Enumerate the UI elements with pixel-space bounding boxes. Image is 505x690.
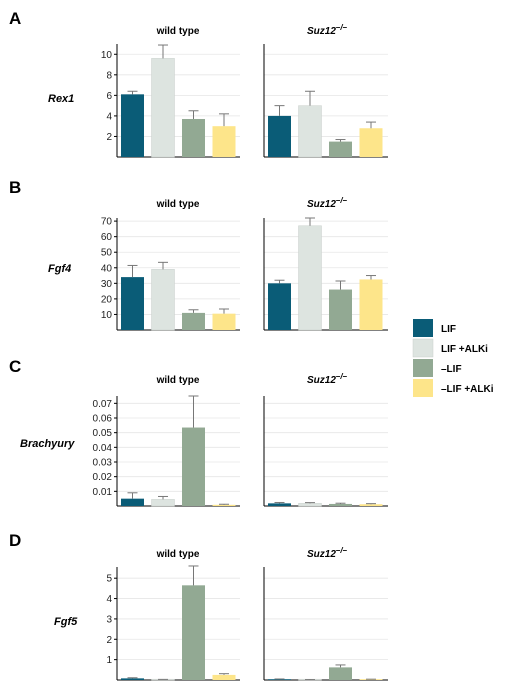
bar-lif-alki xyxy=(359,279,383,330)
bar-lif xyxy=(182,118,205,157)
legend-label-minus-lif-alki: –LIF +ALKi xyxy=(441,384,494,395)
bar-lif xyxy=(329,141,352,157)
bar-lif xyxy=(182,312,205,330)
y-tick-label: 0.01 xyxy=(93,487,113,498)
y-tick-label: 0.05 xyxy=(93,428,113,439)
title-wild-type-c: wild type xyxy=(156,375,200,386)
bar-lif xyxy=(121,498,144,506)
bar-lif-alki xyxy=(359,504,383,506)
bar-lif-alki xyxy=(359,128,383,157)
panel-letter-a: A xyxy=(9,9,21,28)
bar-lif-alki xyxy=(298,503,322,507)
y-tick-label: 70 xyxy=(101,217,113,228)
y-tick-label: 1 xyxy=(106,655,112,666)
bar-lif xyxy=(268,503,291,506)
legend-swatch-lif xyxy=(413,319,433,337)
bar-lif-alki xyxy=(212,313,236,330)
chart-fgf4-wt: 10 20 30 40 50 60 70 xyxy=(101,217,240,331)
bar-lif-alki xyxy=(151,269,175,331)
y-tick-label: 30 xyxy=(101,279,113,290)
y-tick-label: 0.06 xyxy=(93,414,113,425)
y-tick-label: 50 xyxy=(101,248,113,259)
y-tick-label: 60 xyxy=(101,232,113,243)
bar-lif xyxy=(268,679,291,680)
title-wild-type-a: wild type xyxy=(156,26,200,37)
bar-lif-alki xyxy=(298,225,322,331)
bar-lif xyxy=(268,283,291,330)
gene-label-brachyury: Brachyury xyxy=(20,438,75,450)
bar-lif-alki xyxy=(151,58,175,158)
chart-brachyury-suz12 xyxy=(263,396,388,507)
bar-lif xyxy=(182,427,205,506)
y-tick-label: 4 xyxy=(106,111,112,122)
title-suz12-d: Suz12–/– xyxy=(307,546,348,560)
bar-lif-alki xyxy=(212,674,236,680)
chart-fgf5-wt: 1 2 3 4 5 xyxy=(106,565,240,681)
panel-a: A Rex1 wild type Suz12–/– xyxy=(9,9,348,105)
legend-swatch-minus-lif xyxy=(413,359,433,377)
gene-label-fgf5: Fgf5 xyxy=(54,616,78,628)
gene-label-fgf4: Fgf4 xyxy=(48,263,71,275)
chart-fgf4-suz12 xyxy=(263,217,388,331)
panel-letter-d: D xyxy=(9,531,21,550)
y-tick-label: 2 xyxy=(106,132,112,143)
panel-b: B Fgf4 wild type Suz12–/– xyxy=(9,178,348,275)
bar-lif xyxy=(121,678,144,680)
chart-fgf5-suz12 xyxy=(263,567,388,681)
y-tick-label: 3 xyxy=(106,614,112,625)
panel-d: D Fgf5 wild type Suz12–/– xyxy=(9,531,348,628)
chart-brachyury-wt: 0.01 0.02 0.03 0.04 0.05 0.06 0.07 xyxy=(93,395,240,507)
bar-lif xyxy=(329,289,352,330)
title-suz12-a: Suz12–/– xyxy=(307,23,348,37)
y-tick-label: 0.07 xyxy=(93,399,113,410)
legend: LIF LIF +ALKi –LIF –LIF +ALKi xyxy=(412,319,494,397)
bar-lif xyxy=(268,115,291,157)
title-suz12-c: Suz12–/– xyxy=(307,372,348,386)
y-tick-label: 8 xyxy=(106,70,112,81)
bar-lif xyxy=(329,667,352,680)
panel-letter-b: B xyxy=(9,178,21,197)
y-tick-label: 4 xyxy=(106,594,112,605)
y-tick-label: 5 xyxy=(106,574,112,585)
bar-lif-alki xyxy=(212,504,236,506)
y-tick-label: 0.02 xyxy=(93,472,113,483)
bar-lif-alki xyxy=(212,126,236,157)
bar-lif xyxy=(182,585,205,680)
panel-letter-c: C xyxy=(9,357,21,376)
panel-c: C Brachyury wild type Suz12–/– xyxy=(9,357,348,450)
charts: 2 4 6 8 10 10 20 30 40 50 60 70 0.01 0.02 0.03 0.04 0.05… xyxy=(93,44,388,681)
bar-lif xyxy=(329,503,352,506)
legend-swatch-minus-lif-alki xyxy=(413,379,433,397)
y-tick-label: 2 xyxy=(106,635,112,646)
bar-lif-alki xyxy=(298,105,322,158)
title-wild-type-d: wild type xyxy=(156,549,200,560)
y-tick-label: 0.04 xyxy=(93,443,113,454)
legend-label-lif: LIF xyxy=(441,324,456,335)
legend-label-minus-lif: –LIF xyxy=(441,364,462,375)
y-tick-label: 6 xyxy=(106,91,112,102)
title-wild-type-b: wild type xyxy=(156,199,200,210)
y-tick-label: 10 xyxy=(101,50,113,61)
legend-swatch-lif-alki xyxy=(412,338,434,358)
chart-rex1-suz12 xyxy=(263,44,388,158)
y-tick-label: 40 xyxy=(101,263,113,274)
title-suz12-b: Suz12–/– xyxy=(307,196,348,210)
chart-rex1-wt: 2 4 6 8 10 xyxy=(101,44,240,158)
bar-lif-alki xyxy=(151,499,175,507)
y-tick-label: 0.03 xyxy=(93,458,113,469)
y-tick-label: 10 xyxy=(101,310,113,321)
bar-lif xyxy=(121,277,144,330)
gene-label-rex1: Rex1 xyxy=(48,93,74,105)
legend-label-lif-alki: LIF +ALKi xyxy=(441,344,488,355)
bar-lif xyxy=(121,94,144,157)
y-tick-label: 20 xyxy=(101,294,113,305)
